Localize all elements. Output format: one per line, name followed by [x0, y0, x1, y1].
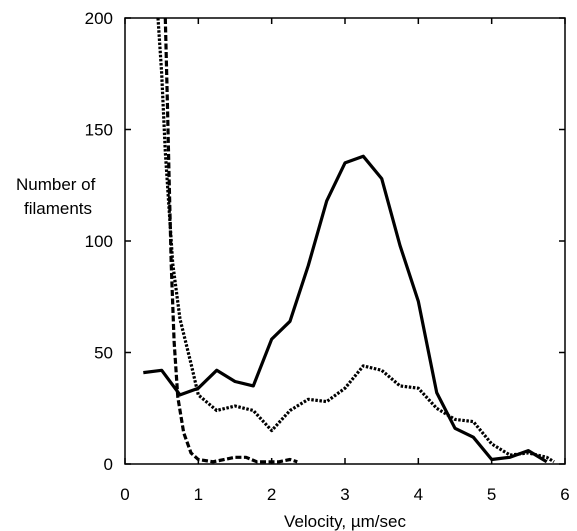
- series-line-solid: [143, 154, 548, 464]
- y-axis-title-line-1: Number of: [16, 175, 96, 194]
- y-tick-label: 150: [85, 121, 113, 140]
- x-tick-label: 5: [487, 485, 496, 504]
- y-tick-label: 100: [85, 232, 113, 251]
- y-axis-ticks: 0 50 100 150 200: [85, 9, 565, 474]
- y-tick-label: 0: [104, 455, 113, 474]
- series-line-dashed: [163, 17, 298, 464]
- x-axis-title: Velocity, µm/sec: [284, 512, 406, 531]
- series-layer: [143, 17, 555, 464]
- x-axis-ticks: 0 1 2 3 4 5 6: [120, 18, 570, 504]
- y-tick-label: 50: [94, 344, 113, 363]
- y-tick-label: 200: [85, 9, 113, 28]
- x-tick-label: 2: [267, 485, 276, 504]
- y-axis-title-line-2: filaments: [24, 199, 92, 218]
- x-tick-label: 4: [414, 485, 423, 504]
- x-tick-label: 3: [340, 485, 349, 504]
- series-line-dotted: [156, 17, 555, 464]
- x-tick-label: 6: [560, 485, 569, 504]
- x-tick-label: 1: [194, 485, 203, 504]
- plot-frame: [124, 17, 566, 465]
- x-tick-label: 0: [120, 485, 129, 504]
